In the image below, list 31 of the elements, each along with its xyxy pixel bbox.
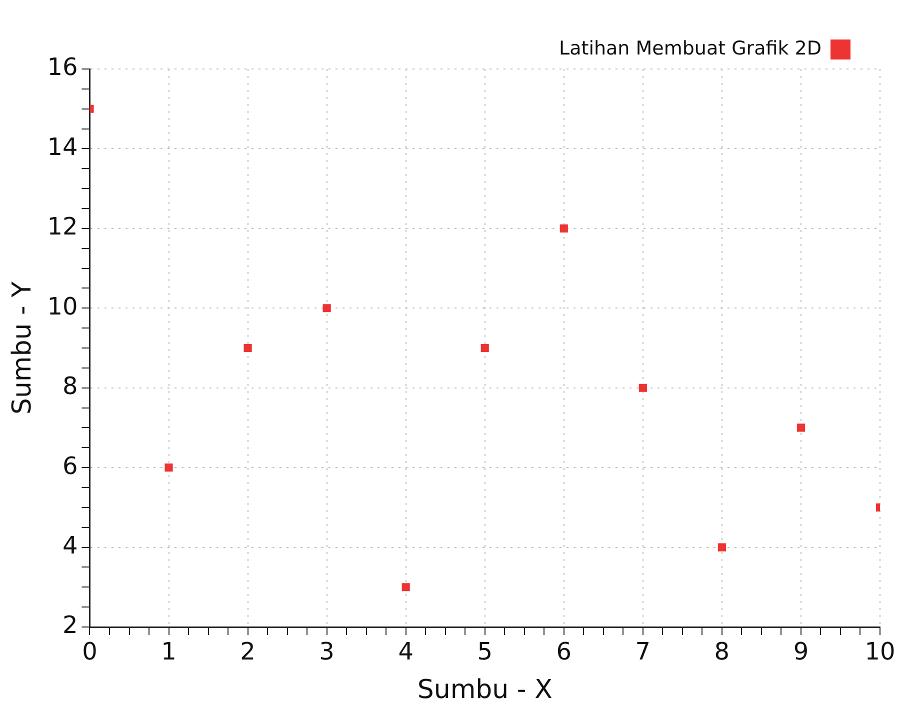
- y-tick-label: 6: [62, 452, 78, 480]
- x-tick-label: 2: [240, 638, 256, 666]
- x-tick-label: 0: [82, 638, 98, 666]
- y-tick-label: 14: [47, 132, 78, 161]
- y-tick-label: 10: [47, 292, 78, 320]
- point: [560, 224, 568, 232]
- x-tick-label: 7: [635, 638, 651, 666]
- point: [322, 304, 331, 312]
- x-tick-label: 4: [398, 638, 414, 666]
- point: [244, 344, 252, 352]
- x-tick-label: 1: [161, 638, 176, 666]
- y-tick-label: 16: [47, 53, 78, 82]
- point: [638, 384, 647, 392]
- y-tick-label: 2: [62, 611, 78, 640]
- point: [402, 583, 410, 592]
- x-tick-label: 6: [556, 638, 572, 666]
- y-tick-label: 4: [62, 532, 78, 560]
- point: [718, 543, 726, 552]
- point: [796, 424, 806, 432]
- x-axis-title: Sumbu - X: [417, 675, 552, 706]
- x-tick-label: 9: [793, 638, 809, 666]
- y-tick-label: 8: [62, 372, 78, 400]
- x-tick-label: 10: [864, 638, 896, 666]
- y-axis-title: Sumbu - Y: [7, 281, 38, 415]
- x-tick-label: 8: [714, 638, 730, 666]
- y-tick-label: 12: [47, 212, 78, 241]
- legend-label: Latihan Membuat Grafik 2D: [559, 37, 822, 60]
- x-tick-label: 5: [477, 638, 493, 666]
- x-tick-label: 3: [319, 638, 334, 666]
- point: [164, 464, 173, 472]
- point: [480, 344, 489, 352]
